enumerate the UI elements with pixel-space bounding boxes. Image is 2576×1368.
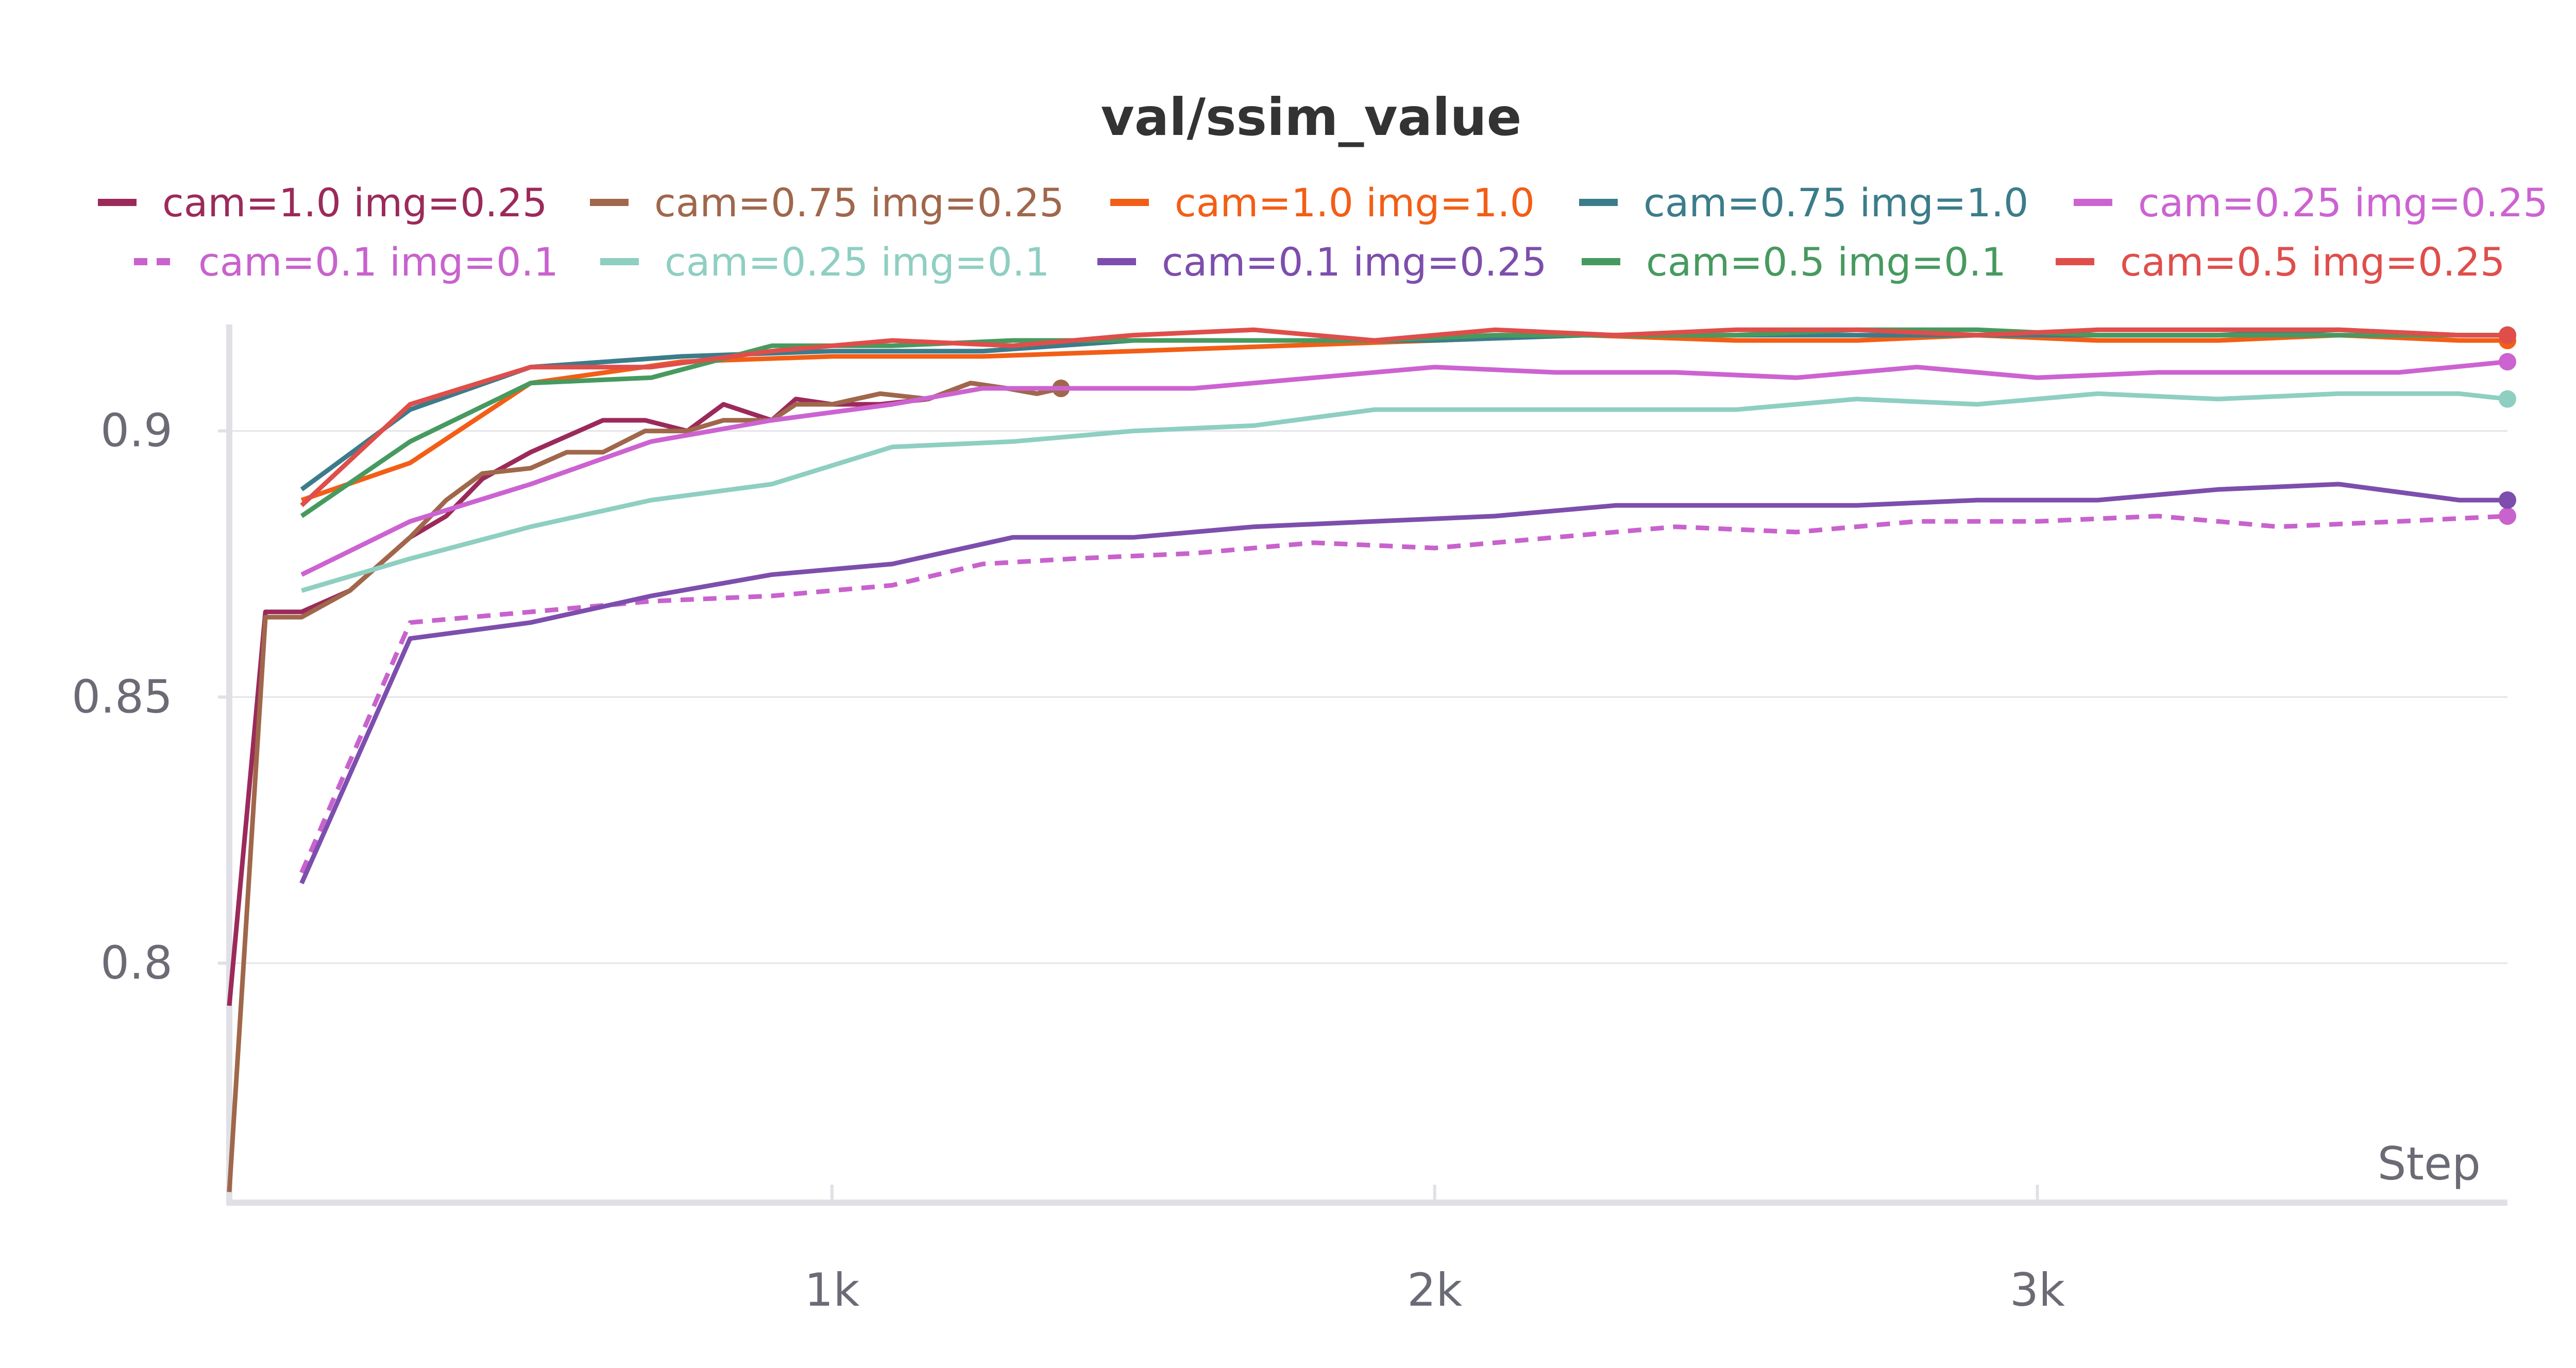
legend-item: cam=0.1 img=0.1 [134,239,558,285]
x-tick-label: 2k [1407,1263,1462,1316]
x-axis-ticks: 1k 2k 3k [804,1185,2065,1316]
legend-label: cam=1.0 img=0.25 [162,180,547,226]
series-lines [227,326,2516,1192]
series-end-marker [2499,491,2516,509]
series-line [300,327,2507,507]
series-end-marker [2499,353,2516,371]
gridlines [229,430,2507,964]
legend-item: cam=0.25 img=0.25 [2074,180,2548,226]
legend-item: cam=0.75 img=0.25 [590,180,1064,226]
series-end-marker [2499,507,2516,525]
series-line [227,381,1062,1006]
y-tick-label: 0.8 [100,936,173,989]
legend-label: cam=0.5 img=0.25 [2120,239,2505,285]
legend-item: cam=0.1 img=0.25 [1097,239,1547,285]
legend-item: cam=1.0 img=0.25 [98,180,547,226]
legend-label: cam=0.1 img=0.1 [198,239,558,285]
legend-label: cam=0.75 img=1.0 [1643,180,2028,226]
series-line [301,391,2508,593]
legend-label: cam=0.5 img=0.1 [1646,239,2006,285]
legend: cam=1.0 img=0.25 cam=0.75 img=0.25 cam=1.0… [98,180,2548,285]
x-tick-label: 3k [2010,1263,2065,1316]
y-tick-label: 0.85 [72,670,173,723]
series-line [299,514,2508,874]
chart-title: val/ssim_value [1101,87,1522,147]
legend-label: cam=0.25 img=0.1 [665,239,1049,285]
legend-item: cam=0.5 img=0.1 [1582,239,2006,285]
axes [226,324,2507,1206]
legend-item: cam=0.75 img=1.0 [1579,180,2028,226]
y-axis-ticks: 0.8 0.85 0.9 [72,404,229,989]
series-end-marker [2499,326,2516,344]
legend-label: cam=0.1 img=0.25 [1162,239,1547,285]
series-end-marker [2499,390,2516,408]
legend-item: cam=0.5 img=0.25 [2056,239,2505,285]
y-tick-label: 0.9 [100,404,173,457]
series-line [300,359,2508,577]
series-line [299,482,2507,884]
x-axis-label: Step [2378,1137,2481,1190]
x-tick-label: 1k [804,1263,859,1316]
legend-item: cam=1.0 img=1.0 [1110,180,1535,226]
legend-item: cam=0.25 img=0.1 [600,239,1049,285]
series-line [300,327,2507,518]
legend-label: cam=0.25 img=0.25 [2138,180,2548,226]
series-line [227,381,1062,1192]
legend-label: cam=1.0 img=1.0 [1175,180,1535,226]
legend-label: cam=0.75 img=0.25 [654,180,1064,226]
